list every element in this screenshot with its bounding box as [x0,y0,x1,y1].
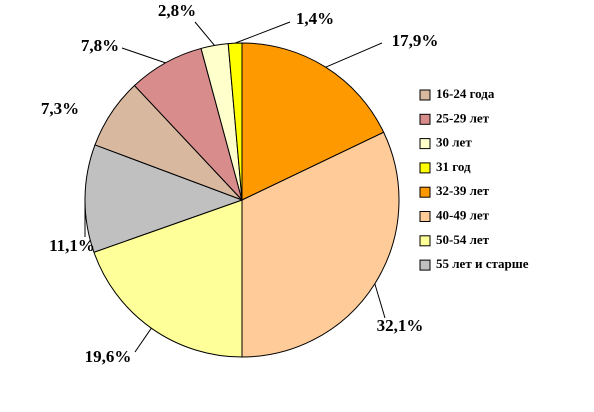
legend-swatch [419,235,431,247]
data-label: 11,1% [49,236,95,255]
leader-line [121,47,166,64]
data-label: 7,3% [41,99,79,118]
legend-label: 50-54 лет [436,232,490,247]
legend-box [412,80,562,258]
legend-label: 25-29 лет [436,110,490,125]
legend-swatch [419,211,431,222]
legend-label: 40-49 лет [436,207,490,222]
legend-swatch [419,113,431,125]
leader-line [194,21,215,46]
legend-label: 32-39 лет [436,183,490,198]
legend-swatch [419,186,431,198]
leader-line [234,21,291,44]
data-label: 7,8% [81,36,119,55]
legend-label: 30 лет [436,135,472,150]
pie-slice [241,42,385,201]
legend-label: 16-24 года [436,86,495,101]
legend-swatch [419,162,431,174]
data-label: 17,9% [392,31,439,50]
data-label: 1,4% [296,9,334,28]
data-label: 2,8% [158,1,196,20]
legend-label: 31 год [436,159,471,174]
data-label: 32,1% [377,316,424,335]
pie-slice [241,131,400,358]
legend-swatch [419,138,431,150]
legend-swatch [419,259,431,271]
leader-line [325,42,383,68]
data-label: 19,6% [85,347,132,366]
legend-label: 55 лет и старше [436,256,529,271]
legend-swatch [419,89,431,101]
leader-line [134,327,152,353]
leader-line [374,283,386,319]
